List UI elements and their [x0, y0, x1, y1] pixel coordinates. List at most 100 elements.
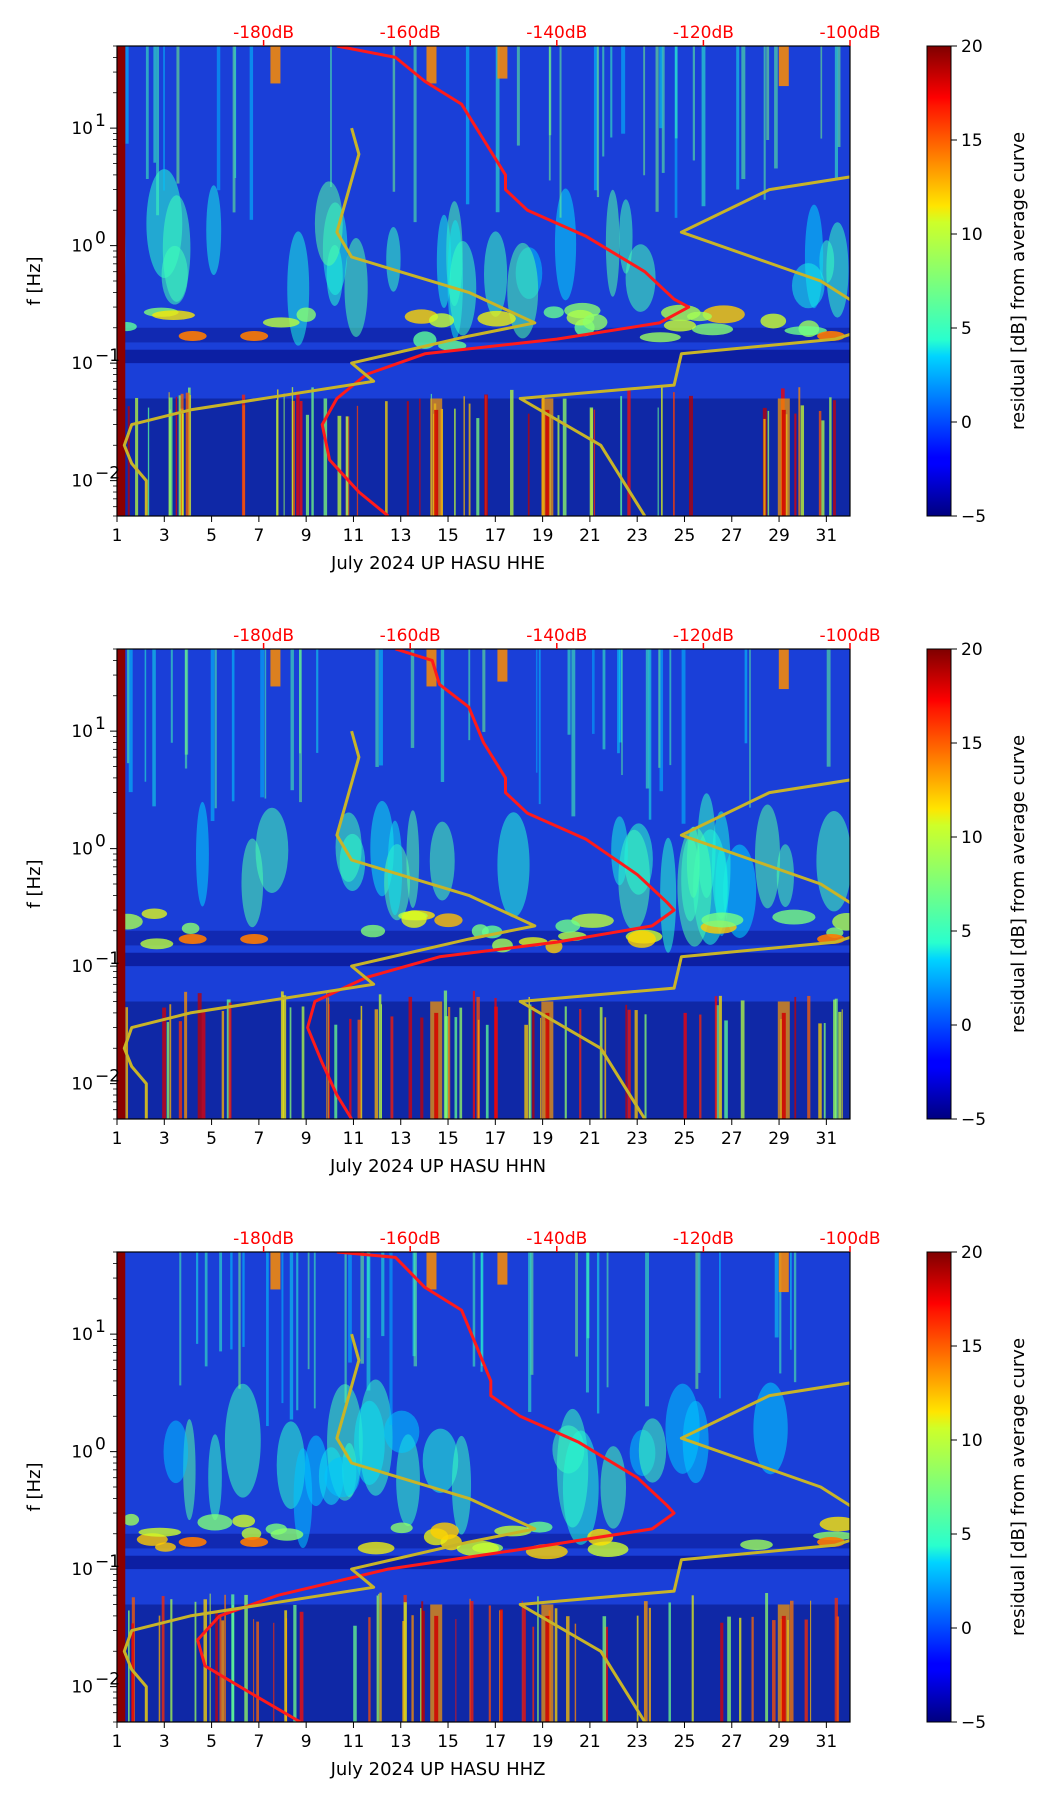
spectrogram-streak: [403, 1602, 407, 1722]
spectrogram-spot: [784, 326, 827, 336]
spectrogram-streak: [807, 995, 811, 1119]
spectrogram-streak: [794, 996, 797, 1119]
spectrogram-spot: [582, 313, 608, 331]
spectrogram-burst-core: [781, 409, 786, 516]
hf-streak: [571, 649, 576, 817]
hf-streak: [344, 1252, 347, 1403]
hf-streak: [618, 649, 623, 743]
spectrogram-streak: [476, 418, 480, 516]
spectrogram-streak: [299, 1611, 304, 1722]
spectrogram-streak: [276, 399, 278, 516]
hf-streak: [669, 649, 672, 766]
hf-streak: [695, 1252, 699, 1389]
hf-streak: [480, 1252, 483, 1372]
spectrogram-streak: [323, 398, 328, 516]
hf-streak: [774, 46, 778, 169]
hf-streak: [586, 1252, 590, 1339]
hf-streak: [290, 649, 294, 791]
hf-streak: [681, 649, 686, 824]
x-tick-label: 13: [390, 526, 412, 546]
spectrogram-spot: [691, 323, 734, 336]
spectrogram-streak: [838, 1011, 842, 1119]
spectrogram-streak: [127, 406, 130, 516]
colorbar-label: residual [dB] from average curve: [1008, 1338, 1029, 1636]
spectrogram-streak: [178, 395, 181, 516]
hf-streak: [593, 46, 598, 191]
hf-streak: [289, 1252, 294, 1420]
colorbar: [926, 45, 952, 517]
spectrogram-blob: [383, 1410, 420, 1454]
hf-streak: [232, 46, 236, 213]
spectrogram-streak: [463, 396, 465, 516]
spectrogram-streak: [699, 1014, 702, 1119]
y-tick-label: 10: [71, 472, 93, 492]
spectrogram-spot: [138, 1527, 182, 1537]
x-tick-label: 7: [253, 1129, 264, 1149]
spectrogram-blob: [196, 801, 209, 907]
y-tick-exponent: −1: [95, 346, 120, 366]
spectrogram-streak: [765, 1593, 769, 1722]
spectrogram-spot: [296, 307, 316, 322]
spectrogram-streak: [627, 390, 631, 516]
hf-streak: [144, 649, 147, 782]
spectrogram-streak: [170, 1599, 173, 1722]
spectrogram-streak: [368, 1617, 371, 1722]
spectrogram-streak: [720, 1622, 724, 1722]
spectrogram-streak: [345, 416, 349, 516]
spectrogram-streak: [378, 1593, 380, 1722]
spectrogram-blob: [422, 1428, 459, 1493]
spectrogram-streak: [823, 1023, 826, 1119]
spectrogram-streak: [540, 1017, 542, 1119]
spectrogram-streak: [209, 1593, 211, 1722]
top-axis-label: -180dB: [233, 23, 294, 43]
spectrogram-blob: [677, 826, 712, 947]
hf-streak: [440, 649, 445, 782]
hf-streak: [389, 1252, 393, 1425]
spectrogram-blob: [753, 1382, 788, 1475]
y-tick-exponent: 1: [95, 714, 106, 734]
x-tick-label: 7: [253, 526, 264, 546]
x-axis-label: July 2024 UP HASU HHZ: [330, 1759, 546, 1780]
colorbar-tick-label: 0: [961, 413, 972, 433]
y-tick-label: 10: [71, 237, 93, 257]
spectrogram-spot: [639, 332, 681, 343]
hf-streak: [674, 46, 678, 139]
spectrogram-burst-core: [781, 1615, 786, 1722]
colorbar-tick-label: −5: [961, 507, 986, 527]
hf-streak: [763, 46, 766, 200]
spectrogram-burst-core: [434, 409, 439, 516]
spectrogram-streak: [169, 1004, 172, 1119]
hf-streak: [779, 1252, 782, 1374]
x-tick-label: 25: [674, 526, 696, 546]
spectrogram-streak: [810, 1600, 812, 1722]
hf-streak: [238, 1252, 241, 1389]
hf-streak: [153, 46, 157, 163]
hf-streak: [179, 1252, 182, 1386]
hf-hot-patch: [426, 46, 437, 84]
spectrogram-streak: [620, 396, 623, 516]
spectrogram-streak: [184, 991, 188, 1119]
spectrogram-streak: [158, 1615, 161, 1722]
spectrogram-streak: [168, 397, 173, 516]
top-axis-label: -120dB: [673, 1229, 734, 1249]
hf-streak: [307, 1252, 310, 1370]
colorbar-tick-label: 0: [961, 1016, 972, 1036]
x-tick-label: 29: [768, 1129, 790, 1149]
spectrogram-streak: [420, 1608, 422, 1722]
data-gap-column: [117, 649, 126, 1119]
spectrogram-streak: [532, 1006, 535, 1119]
y-tick-exponent: 1: [95, 1317, 106, 1337]
hf-streak: [538, 649, 541, 805]
spectrogram-streak: [562, 398, 567, 516]
x-tick-label: 21: [579, 1732, 601, 1752]
hf-hot-patch: [270, 1252, 281, 1290]
hf-streak: [648, 649, 652, 820]
spectrogram-blob: [255, 807, 289, 893]
spectrogram-spot: [401, 910, 427, 928]
colorbar-tick-label: 10: [961, 1431, 983, 1451]
spectrogram-spot: [232, 1514, 256, 1528]
spectrogram-streak: [715, 1005, 719, 1119]
hf-streak: [468, 649, 471, 741]
spectrogram-blob: [287, 231, 310, 346]
